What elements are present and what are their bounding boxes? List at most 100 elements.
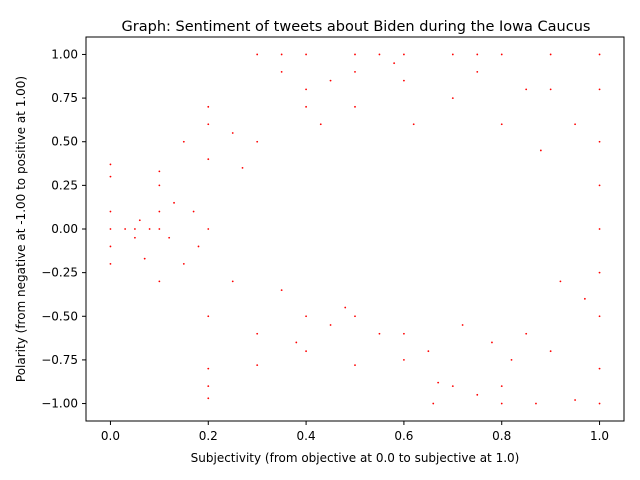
y-tick-label: 0.00 xyxy=(51,222,78,236)
data-point xyxy=(158,170,161,173)
data-point xyxy=(583,297,586,300)
x-tick-label: 1.0 xyxy=(590,429,609,443)
data-point xyxy=(182,140,185,143)
y-tick-label: −0.50 xyxy=(41,309,78,323)
data-point xyxy=(109,210,112,213)
data-point xyxy=(378,53,381,56)
data-point xyxy=(207,385,210,387)
data-point xyxy=(280,53,283,56)
x-axis-ticks: 0.0 0.2 0.4 0.6 0.8 1.0 xyxy=(101,421,609,443)
data-point xyxy=(305,105,307,108)
data-point xyxy=(109,245,112,248)
data-point xyxy=(124,228,127,230)
data-point xyxy=(354,53,356,56)
data-point xyxy=(574,399,576,401)
data-point xyxy=(437,381,440,384)
data-point xyxy=(295,341,298,344)
data-point xyxy=(451,385,454,387)
y-axis-label: Polarity (from negative at -1.00 to posi… xyxy=(14,76,28,382)
data-point xyxy=(539,149,542,152)
y-tick-label: 0.75 xyxy=(51,91,78,105)
data-point xyxy=(549,88,552,91)
data-point xyxy=(598,271,601,274)
y-tick-label: 0.25 xyxy=(51,178,78,192)
data-point xyxy=(231,280,234,283)
data-point xyxy=(109,263,112,265)
data-point xyxy=(138,219,141,222)
data-point xyxy=(451,97,454,99)
data-point xyxy=(549,53,552,56)
y-tick-label: 0.50 xyxy=(51,135,78,149)
data-point xyxy=(403,79,405,82)
data-point xyxy=(354,105,356,108)
data-point xyxy=(598,140,601,143)
data-point xyxy=(280,71,283,73)
data-point xyxy=(192,210,195,213)
data-point xyxy=(500,123,503,126)
data-point xyxy=(403,53,405,56)
data-point xyxy=(280,289,283,291)
data-point xyxy=(143,257,146,260)
data-point xyxy=(134,228,136,230)
data-point xyxy=(525,332,528,335)
data-point xyxy=(173,201,175,204)
y-tick-label: 1.00 xyxy=(51,47,78,61)
data-point xyxy=(500,53,503,56)
x-tick-label: 0.4 xyxy=(297,429,316,443)
data-point xyxy=(207,158,210,161)
y-axis-ticks: 1.00 0.75 0.50 0.25 0.00 −0.25 −0.50 −0.75 −1.00 xyxy=(41,47,86,411)
data-point xyxy=(158,280,161,283)
data-point xyxy=(403,359,405,361)
x-tick-label: 0.2 xyxy=(199,429,218,443)
data-point xyxy=(256,332,259,335)
x-axis-label: Subjectivity (from objective at 0.0 to s… xyxy=(191,451,520,465)
data-point xyxy=(305,350,307,353)
data-point xyxy=(432,402,435,405)
data-point xyxy=(378,332,381,335)
data-point xyxy=(158,210,161,213)
data-point xyxy=(182,263,185,265)
data-point xyxy=(256,53,259,56)
chart-title: Graph: Sentiment of tweets about Biden d… xyxy=(122,19,591,35)
y-tick-label: −0.25 xyxy=(41,266,78,280)
data-point xyxy=(598,315,601,318)
y-tick-label: −1.00 xyxy=(41,397,78,411)
data-point xyxy=(305,53,307,56)
data-point xyxy=(109,175,112,178)
data-point xyxy=(598,402,601,405)
data-point xyxy=(197,245,200,248)
data-point xyxy=(535,402,537,405)
data-point xyxy=(598,367,601,370)
data-point xyxy=(319,123,322,126)
x-tick-label: 0.0 xyxy=(101,429,120,443)
data-point xyxy=(354,315,356,318)
data-point xyxy=(344,306,347,309)
data-point xyxy=(158,184,161,187)
data-point xyxy=(207,367,210,370)
data-point xyxy=(231,132,234,134)
x-tick-label: 0.8 xyxy=(492,429,511,443)
data-point xyxy=(559,280,562,283)
data-point xyxy=(354,364,356,367)
data-point xyxy=(476,393,479,396)
data-point xyxy=(574,123,576,126)
data-point xyxy=(256,364,259,367)
data-point xyxy=(256,140,259,143)
data-point xyxy=(109,228,112,230)
scatter-points xyxy=(109,53,601,405)
data-point xyxy=(305,88,307,91)
data-point xyxy=(207,315,210,318)
x-tick-label: 0.6 xyxy=(394,429,413,443)
data-point xyxy=(207,228,210,230)
data-point xyxy=(476,53,479,56)
data-point xyxy=(510,359,513,361)
data-point xyxy=(241,167,244,169)
data-point xyxy=(549,350,552,353)
data-point xyxy=(598,184,601,187)
data-point xyxy=(168,236,171,239)
data-point xyxy=(598,53,601,56)
data-point xyxy=(476,71,479,73)
data-point xyxy=(393,62,396,65)
data-point xyxy=(525,88,528,91)
